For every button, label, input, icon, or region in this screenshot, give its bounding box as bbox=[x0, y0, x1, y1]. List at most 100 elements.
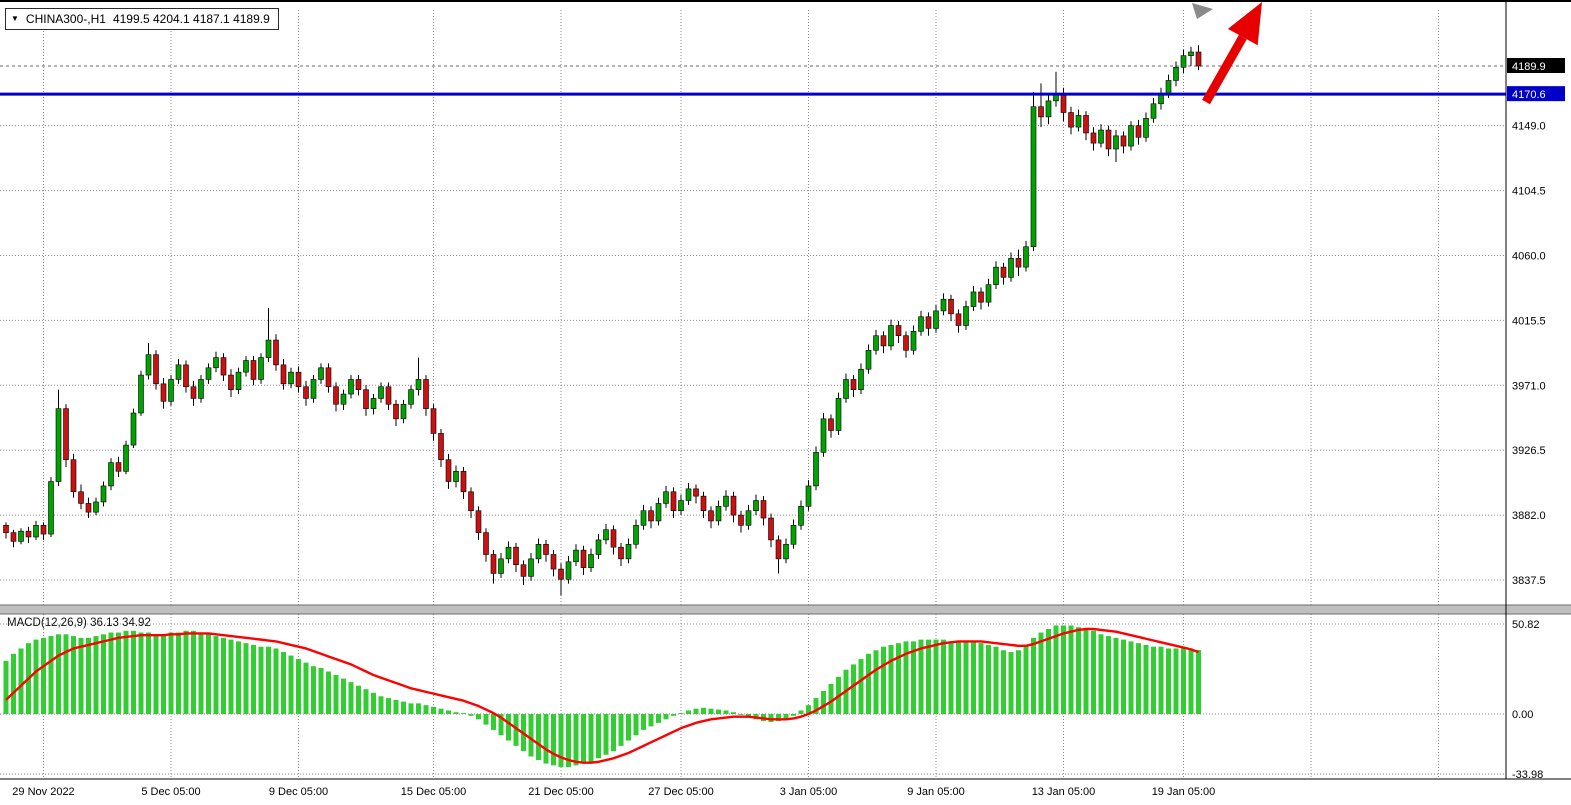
panel-separator[interactable] bbox=[0, 605, 1571, 614]
price-axis[interactable]: 4149.0 4104.5 4060.0 4015.5 3971.0 3926.5 3882… bbox=[1507, 58, 1565, 781]
candle-body bbox=[130, 412, 137, 446]
candle-body bbox=[228, 374, 234, 390]
macd-histogram-bar bbox=[78, 637, 84, 714]
candle-body bbox=[1173, 67, 1179, 81]
candle bbox=[738, 510, 744, 533]
macd-histogram-bar bbox=[1181, 648, 1186, 714]
candle bbox=[858, 363, 864, 395]
candle bbox=[760, 496, 767, 526]
candle-body bbox=[1083, 115, 1089, 134]
dropdown-arrow-icon[interactable]: ▼ bbox=[11, 13, 19, 23]
macd-histogram-bar bbox=[911, 641, 916, 714]
macd-histogram-bar bbox=[333, 675, 339, 714]
macd-histogram-bar bbox=[821, 690, 826, 714]
candle-body bbox=[873, 335, 879, 351]
candle bbox=[108, 458, 114, 491]
macd-histogram-bar bbox=[386, 698, 391, 714]
price-axis-label: 4060.0 bbox=[1512, 250, 1546, 262]
candle bbox=[393, 399, 399, 427]
macd-histogram-bar bbox=[258, 646, 264, 714]
macd-histogram-bar bbox=[798, 710, 804, 714]
macd-histogram-bar bbox=[626, 714, 631, 741]
candle-body bbox=[370, 398, 377, 409]
macd-histogram-bar bbox=[828, 683, 834, 714]
candle-body bbox=[1030, 106, 1037, 248]
macd-histogram-bar bbox=[483, 714, 489, 725]
macd-histogram-bar bbox=[326, 671, 331, 714]
candle-body bbox=[1143, 118, 1149, 138]
macd-histogram-bar bbox=[641, 714, 646, 730]
price-axis-label: 4149.0 bbox=[1512, 121, 1546, 133]
candle bbox=[190, 380, 197, 406]
candle bbox=[18, 528, 24, 545]
macd-histogram-bar bbox=[858, 659, 864, 714]
candle bbox=[655, 497, 662, 526]
candle bbox=[940, 293, 947, 316]
candle-body bbox=[828, 418, 834, 431]
candle bbox=[843, 373, 849, 403]
macd-histogram-bar bbox=[288, 655, 294, 714]
candle-body bbox=[813, 452, 819, 487]
candle bbox=[400, 399, 407, 424]
candle-body bbox=[745, 510, 752, 526]
candle bbox=[415, 357, 422, 396]
candle bbox=[933, 305, 939, 333]
macd-histogram-bar bbox=[888, 644, 894, 714]
candle bbox=[33, 520, 39, 540]
candle-body bbox=[243, 360, 249, 373]
macd-histogram-bar bbox=[423, 705, 429, 714]
candle-body bbox=[700, 495, 707, 512]
candle-body bbox=[235, 371, 242, 390]
candle bbox=[460, 466, 467, 500]
macd-histogram-bar bbox=[738, 714, 744, 715]
time-axis-label: 3 Jan 05:00 bbox=[780, 786, 838, 798]
price-axis-label: 3926.5 bbox=[1512, 445, 1546, 457]
time-axis-label: 5 Dec 05:00 bbox=[141, 786, 200, 798]
candle bbox=[963, 300, 969, 330]
candle-body bbox=[550, 554, 557, 570]
candle bbox=[1120, 131, 1127, 154]
time-axis[interactable]: 29 Nov 2022 5 Dec 05:00 9 Dec 05:00 15 Dec … bbox=[12, 786, 1215, 798]
macd-histogram-bar bbox=[581, 714, 586, 764]
candle bbox=[168, 375, 174, 406]
candle bbox=[198, 375, 204, 403]
candle bbox=[355, 375, 362, 396]
macd-histogram-bar bbox=[461, 713, 466, 714]
macd-histogram-bar bbox=[903, 641, 909, 714]
candle-body bbox=[325, 367, 332, 388]
candle bbox=[550, 550, 557, 577]
candle bbox=[1075, 109, 1082, 132]
macd-histogram-bar bbox=[896, 643, 901, 714]
time-axis-label: 15 Dec 05:00 bbox=[401, 786, 466, 798]
macd-indicator bbox=[3, 625, 1201, 768]
candle bbox=[693, 484, 699, 504]
trend-arrow[interactable] bbox=[1202, 2, 1262, 105]
candle-body bbox=[25, 530, 32, 538]
candle-body bbox=[445, 459, 452, 482]
candle-body bbox=[363, 389, 369, 409]
candle bbox=[910, 325, 917, 355]
candle-body bbox=[888, 325, 894, 347]
candle bbox=[1083, 111, 1089, 141]
macd-histogram-bar bbox=[401, 701, 406, 714]
candle bbox=[1150, 97, 1157, 123]
candle bbox=[468, 487, 474, 519]
macd-histogram-bar bbox=[183, 630, 189, 714]
candle bbox=[385, 382, 392, 411]
candle-body bbox=[1120, 135, 1127, 147]
macd-histogram-bar bbox=[491, 714, 496, 730]
macd-histogram-bar bbox=[558, 714, 564, 768]
macd-histogram-bar bbox=[153, 634, 159, 714]
candle-body bbox=[910, 331, 917, 351]
macd-histogram-bar bbox=[1031, 637, 1036, 714]
candle bbox=[625, 538, 632, 564]
candle-body bbox=[880, 335, 887, 347]
time-axis-label: 27 Dec 05:00 bbox=[648, 786, 713, 798]
candle-body bbox=[303, 386, 309, 399]
candle bbox=[783, 538, 789, 564]
symbol-badge[interactable]: ▼ CHINA300-,H1 4199.5 4204.1 4187.1 4189… bbox=[5, 8, 279, 30]
macd-histogram-bar bbox=[453, 712, 459, 714]
candle-body bbox=[415, 379, 422, 390]
macd-histogram-bar bbox=[671, 714, 676, 716]
